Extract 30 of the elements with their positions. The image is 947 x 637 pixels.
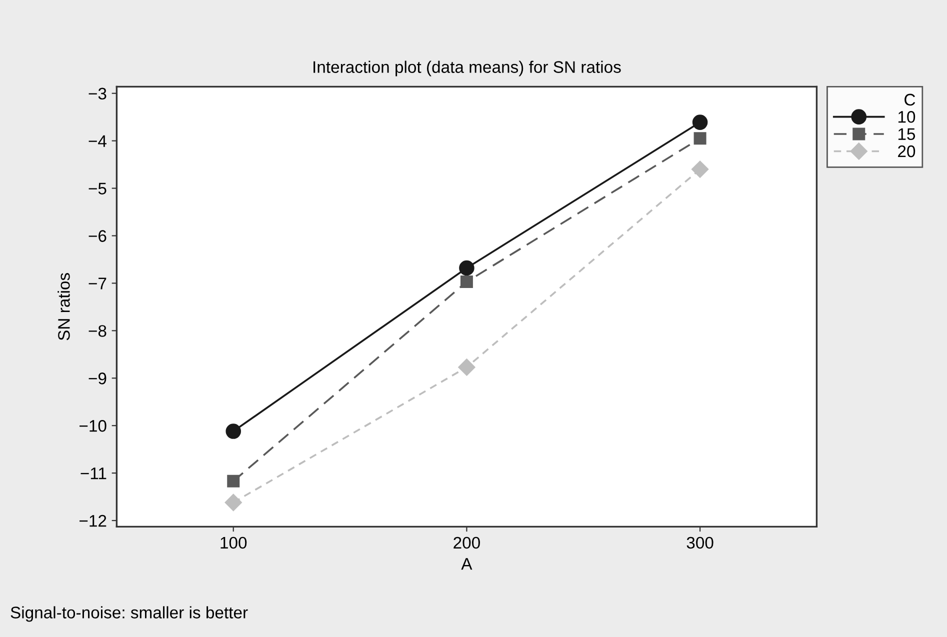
x-tick-label: 300 [686,536,714,549]
point [227,474,240,488]
point [458,358,476,376]
y-tick-label: −8 [88,325,106,337]
text: Signal-to-noise: smaller is better [10,606,248,622]
point [694,132,706,145]
point [692,114,708,130]
x-tick-label: 100 [220,536,247,549]
y-axis-title: SN ratios [58,273,70,340]
x-axis-title: A [461,558,472,570]
y-tick-label: −3 [88,88,106,100]
legend-label: 10 [898,111,916,123]
y-tick-label: −9 [88,372,106,384]
y-tick-label: −5 [88,182,106,194]
y-tick-label: −6 [88,230,106,242]
y-tick-label: −4 [88,135,106,147]
x-tick-label: 200 [454,536,480,549]
legend-title: C [904,94,916,106]
y-tick-label: −11 [80,468,106,480]
point [691,160,709,178]
point [460,276,473,288]
legend-label: 20 [898,145,916,158]
y-tick-label: −7 [88,278,106,290]
point [459,260,474,276]
point [224,494,242,512]
y-tick-label: −10 [80,420,106,432]
y-tick-label: −12 [80,514,106,527]
legend-label: 15 [898,128,916,140]
point [226,424,242,439]
chart-title: Interaction plot (data means) for SN ratios [314,60,621,76]
